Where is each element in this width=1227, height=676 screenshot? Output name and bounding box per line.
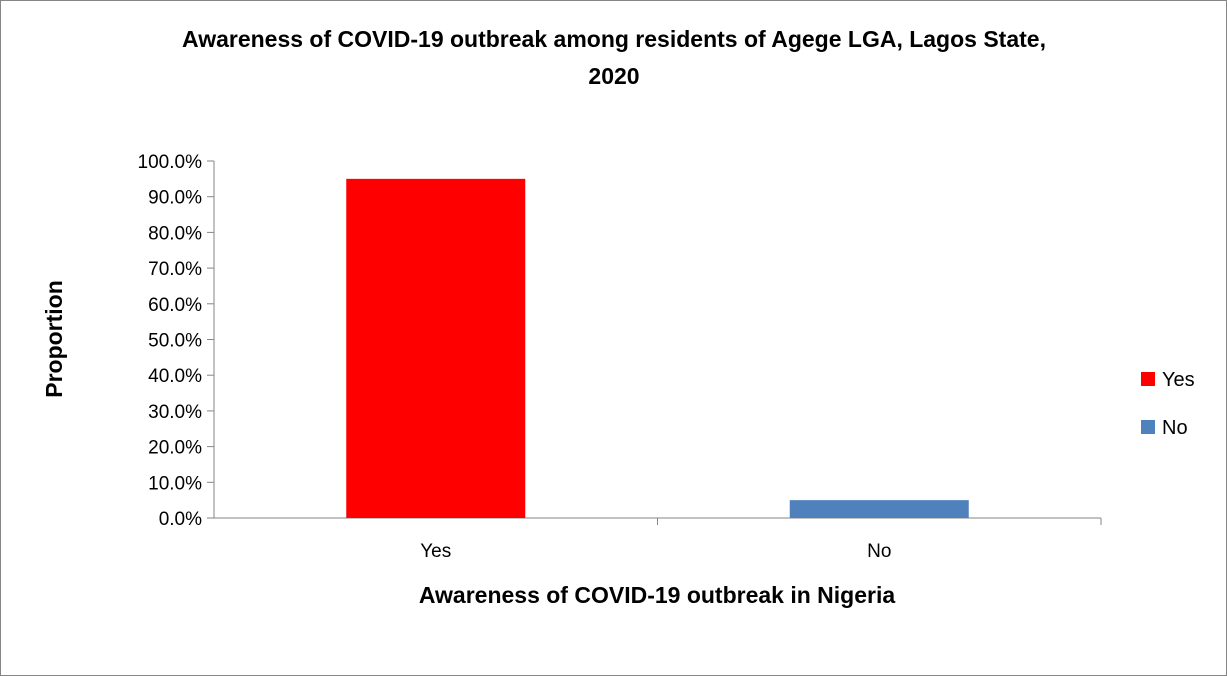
x-axis-title: Awareness of COVID-19 outbreak in Nigeri… [419,582,896,608]
y-tick-label: 40.0% [148,366,202,387]
y-tick-label: 50.0% [148,331,202,352]
legend-label-yes: Yes [1162,369,1195,391]
y-tick-label: 80.0% [148,223,202,244]
y-tick-label: 90.0% [148,188,202,209]
legend-label-no: No [1162,417,1188,439]
legend-swatch-yes [1141,372,1155,386]
y-tick-label: 10.0% [148,473,202,494]
plot-area: 0.0% 10.0% 20.0% 30.0% 40.0% 50.0% 60.0% 70.0% 8… [138,152,1102,562]
y-tick-label: 30.0% [148,402,202,423]
chart-title-line-1: Awareness of COVID-19 outbreak among res… [182,26,1046,52]
legend-swatch-no [1141,420,1155,434]
x-tick-label: No [867,541,891,562]
x-tick-label: Yes [420,541,451,562]
y-tick-label: 60.0% [148,295,202,316]
legend: Yes No [1141,369,1195,439]
y-tick-label: 0.0% [159,509,202,530]
y-axis-title: Proportion [41,280,67,398]
chart-title-line-2: 2020 [588,63,639,89]
bar-no [789,500,969,518]
y-tick-label: 70.0% [148,259,202,280]
bar-yes [346,178,526,518]
y-tick-label: 20.0% [148,438,202,459]
y-tick-label: 100.0% [138,152,203,173]
